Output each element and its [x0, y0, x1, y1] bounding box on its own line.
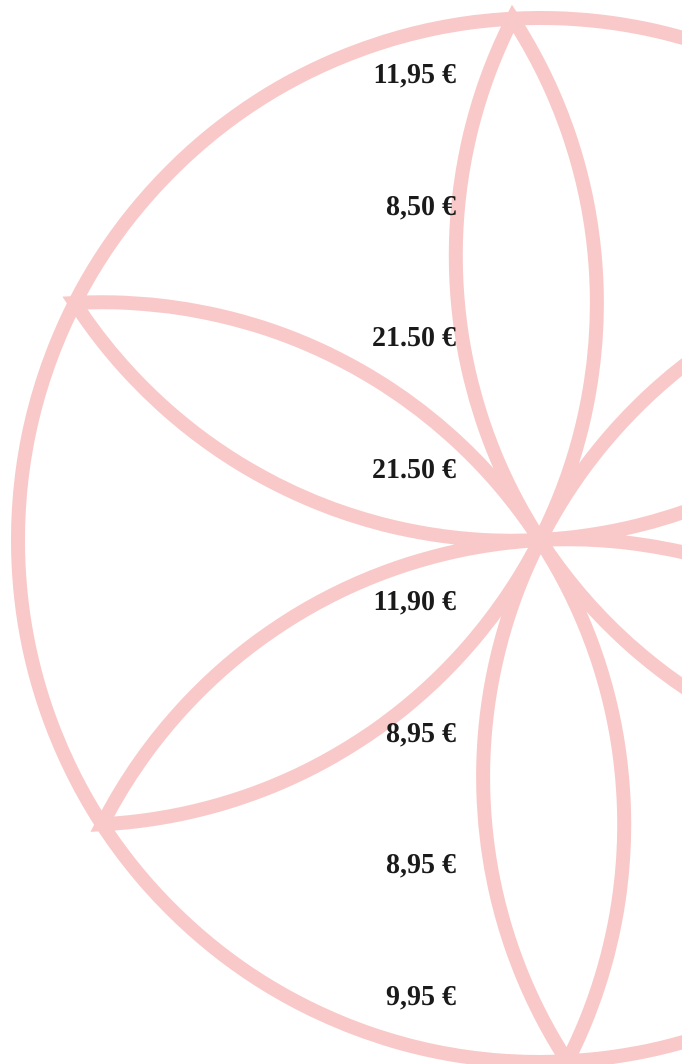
price: 21.50 € [372, 453, 456, 487]
price: 8,50 € [386, 190, 456, 224]
price: 9,95 € [386, 980, 456, 1014]
price: 11,95 € [374, 58, 456, 92]
price: 8,95 € [386, 848, 456, 882]
price: 11,90 € [374, 585, 456, 619]
petal [102, 540, 540, 824]
price: 21.50 € [372, 321, 456, 355]
page: {"prices": ["11,95 €", "8,50 €", "21.50 … [0, 0, 682, 1064]
price: 8,95 € [386, 717, 456, 751]
petal [75, 302, 540, 540]
petal [540, 256, 682, 540]
flower-background [0, 0, 682, 1064]
